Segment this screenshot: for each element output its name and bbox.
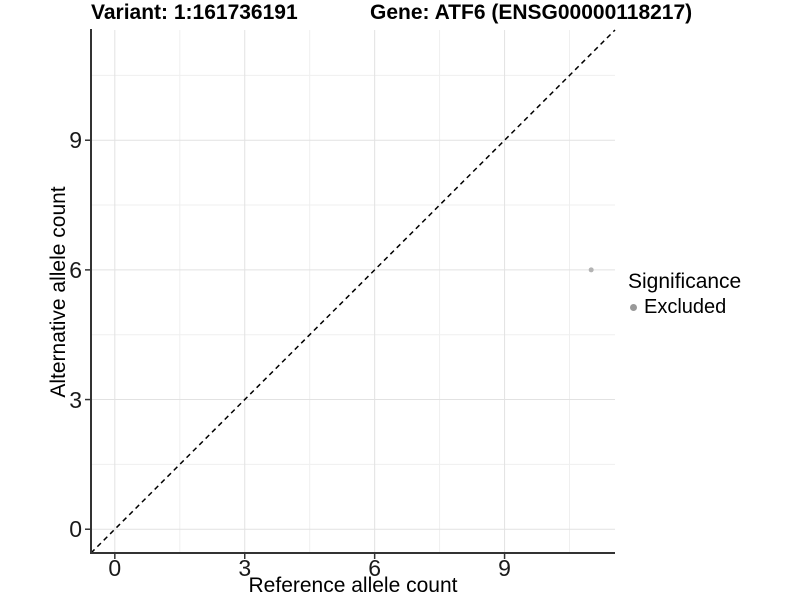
y-tick-label: 3 (69, 386, 82, 413)
legend-title: Significance (628, 270, 742, 293)
legend-item-excluded: Excluded (630, 296, 741, 319)
y-tick-label: 0 (69, 516, 82, 543)
legend: Significance Excluded (628, 269, 741, 319)
x-axis-label: Reference allele count (248, 574, 458, 597)
x-tick-label: 0 (108, 555, 122, 581)
y-tick-label: 9 (69, 127, 82, 154)
x-tick-label: 6 (368, 555, 382, 581)
identity-dashed-line (90, 29, 616, 554)
legend-point-icon (630, 304, 637, 311)
plot-title-gene: Gene: ATF6 (ENSG00000118217) (370, 1, 693, 24)
y-tick-label: 6 (69, 256, 82, 283)
x-tick-label: 3 (238, 555, 252, 581)
data-point (588, 267, 594, 273)
plot-title-variant: Variant: 1:161736191 (91, 1, 298, 24)
y-axis-label: Alternative allele count (47, 186, 70, 398)
legend-item-label: Excluded (644, 296, 727, 318)
x-tick-label: 9 (498, 555, 511, 581)
